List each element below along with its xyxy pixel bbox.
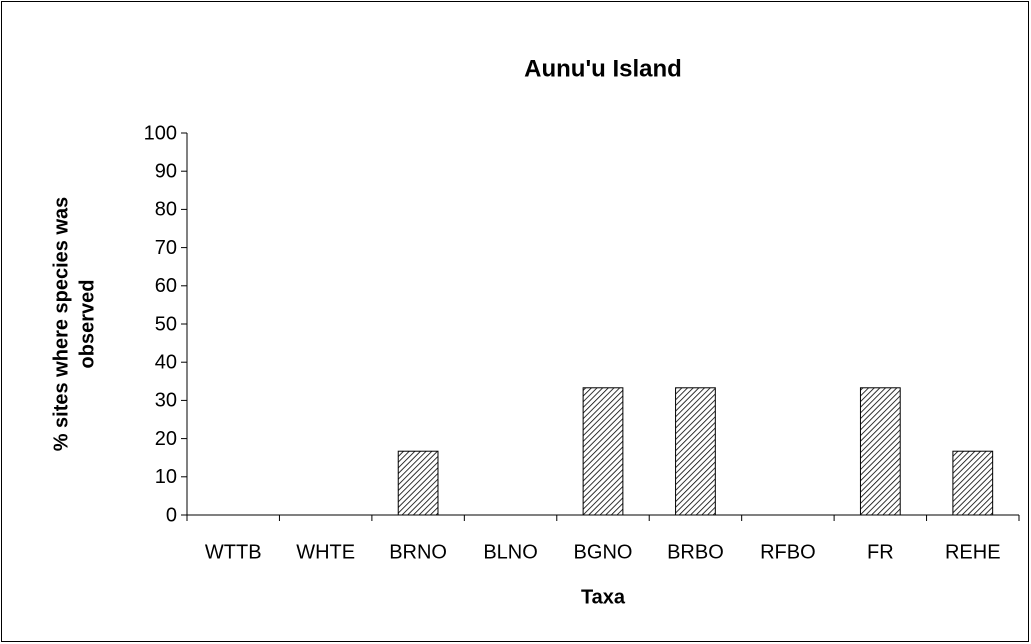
y-tick-label: 30 bbox=[155, 390, 177, 412]
x-tick-label: FR bbox=[867, 541, 894, 563]
y-tick-label: 70 bbox=[155, 237, 177, 259]
y-tick-label: 0 bbox=[166, 504, 177, 526]
x-tick-label: BGNO bbox=[574, 541, 633, 563]
y-tick-label: 40 bbox=[155, 351, 177, 373]
y-tick-label: 80 bbox=[155, 199, 177, 221]
x-tick-label: BLNO bbox=[483, 541, 537, 563]
x-tick-label: REHE bbox=[945, 541, 1001, 563]
y-tick-label: 100 bbox=[144, 122, 177, 144]
x-tick-label: BRNO bbox=[389, 541, 447, 563]
y-tick-label: 90 bbox=[155, 160, 177, 182]
chart-title: Aunu'u Island bbox=[524, 55, 682, 82]
x-tick-label: WHTE bbox=[296, 541, 355, 563]
y-tick-label: 10 bbox=[155, 466, 177, 488]
x-axis-label: Taxa bbox=[581, 586, 626, 608]
y-axis-label-line: % sites where species was bbox=[50, 197, 72, 452]
y-tick-label: 60 bbox=[155, 275, 177, 297]
x-tick-label: BRBO bbox=[667, 541, 724, 563]
x-tick-label: RFBO bbox=[760, 541, 816, 563]
bar bbox=[397, 450, 439, 516]
bar bbox=[859, 387, 901, 516]
bar bbox=[675, 387, 716, 516]
y-tick-label: 50 bbox=[155, 313, 177, 335]
y-axis-label-line: observed bbox=[76, 280, 98, 369]
y-axis-label: % sites where species was observed bbox=[50, 197, 98, 452]
x-tick-label: WTTB bbox=[205, 541, 262, 563]
bar bbox=[952, 450, 994, 516]
y-tick-label: 20 bbox=[155, 428, 177, 450]
bar bbox=[582, 387, 624, 516]
